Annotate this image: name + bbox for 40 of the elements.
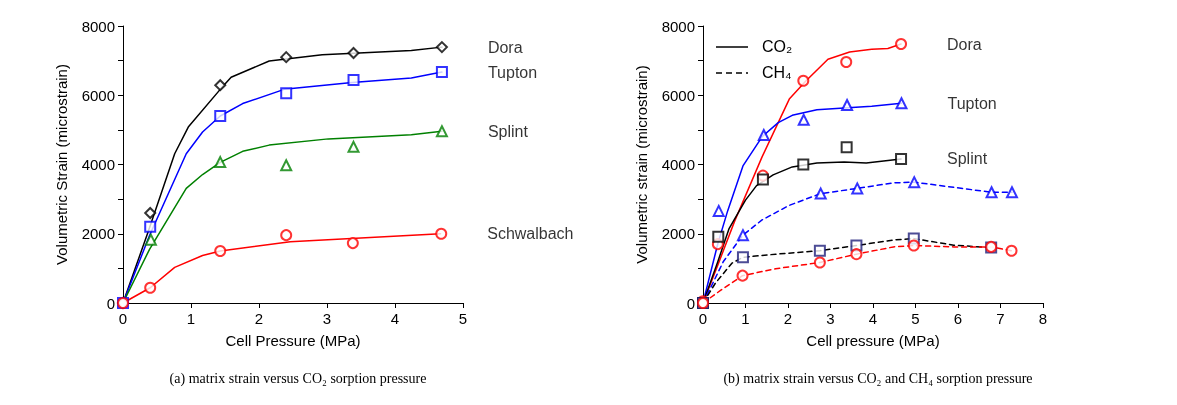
- x-tick-label: 1: [186, 310, 196, 327]
- x-tick-label: 2: [254, 310, 264, 327]
- x-axis-title: Cell Pressure (MPa): [225, 331, 361, 349]
- text: Tupton: [947, 94, 997, 112]
- text: Schwalbach: [487, 225, 574, 243]
- x-axis-title: Cell pressure (MPa): [806, 331, 940, 349]
- x-tick-label: 2: [783, 310, 793, 327]
- y-tick-label: 8000: [661, 17, 695, 35]
- y-axis-title: Volumetric strain (microstrain): [633, 65, 651, 264]
- x-tick-label: 7: [996, 310, 1005, 327]
- x-tick-label: 4: [868, 310, 878, 327]
- annotation: CO₂: [762, 38, 793, 56]
- y-tick-label: 2000: [661, 225, 695, 243]
- x-tick-label: 0: [698, 310, 708, 327]
- y-tick-label: 4000: [81, 156, 115, 173]
- x-tick-label: 4: [390, 310, 400, 327]
- x-tick-label: 3: [322, 310, 332, 327]
- text: Tupton: [487, 63, 538, 81]
- x-tick-label: 5: [458, 310, 468, 327]
- x-tick-label: 8: [1038, 310, 1048, 327]
- x-tick-label: 5: [911, 310, 920, 327]
- x-tick-label: 3: [826, 310, 835, 327]
- y-tick-label: 0: [106, 294, 115, 312]
- x-tick-label: 0: [118, 310, 128, 327]
- y-axis-title: Volumetric Strain (microstrain): [53, 64, 71, 265]
- y-tick-label: 6000: [81, 86, 115, 104]
- text: Dora: [947, 35, 982, 53]
- x-tick-label: 1: [741, 310, 750, 327]
- text: Splint: [947, 150, 988, 168]
- text: Dora: [487, 38, 523, 56]
- text: (b) matrix strain versus CO₂ and CH₄ sorption pressure: [723, 370, 1033, 387]
- y-tick-label: 6000: [661, 86, 695, 104]
- text: (a) matrix strain versus CO₂ sorption pressure: [169, 370, 427, 387]
- text: Splint: [487, 122, 529, 140]
- x-tick-label: 6: [953, 310, 963, 327]
- y-tick-label: 4000: [661, 156, 695, 173]
- annotation: CH₄: [762, 64, 792, 82]
- y-tick-label: 0: [686, 294, 695, 312]
- y-tick-label: 8000: [81, 17, 115, 35]
- y-tick-label: 2000: [81, 225, 115, 243]
